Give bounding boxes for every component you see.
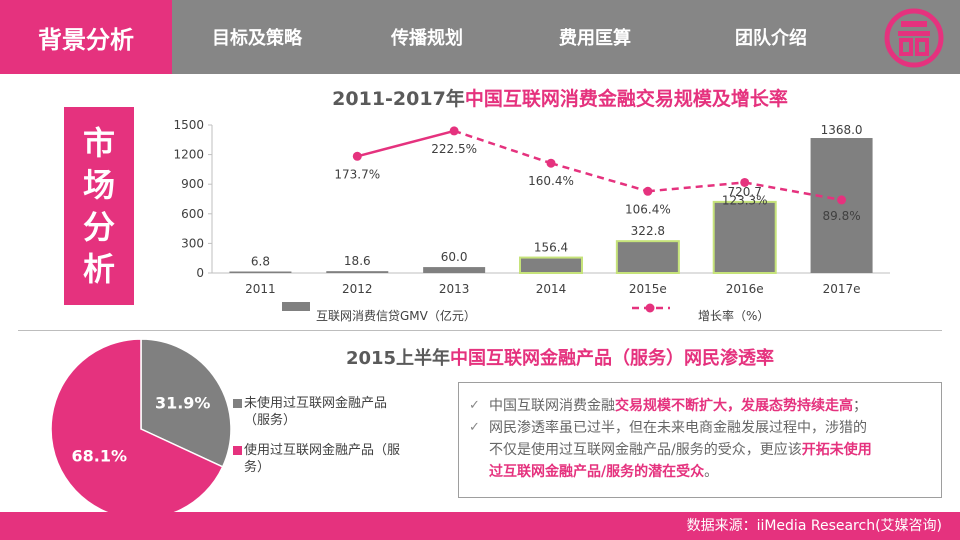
insight-line-1: ✓ 中国互联网消费金融交易规模不断扩大，发展态势持续走高； <box>469 395 931 417</box>
x-tick-label: 2011 <box>245 282 276 296</box>
growth-line-segment <box>453 129 552 165</box>
data-source: 数据来源：iiMedia Research(艾媒咨询) <box>686 518 942 534</box>
bar <box>615 240 680 275</box>
gmv-growth-chart: 0 300 600 900 1200 1500 6.8 2011 18.6 2012 60.0 201… <box>173 118 890 323</box>
insight-text: 中国互联网消费金融 <box>489 398 615 414</box>
legend-bar-swatch <box>282 302 310 311</box>
check-icon: ✓ <box>469 420 480 435</box>
growth-value-label: 160.4% <box>528 174 574 188</box>
pie-slice-label: 68.1% <box>72 447 128 466</box>
bar <box>519 256 583 274</box>
brand-logo-icon <box>884 8 944 68</box>
growth-value-label: 106.4% <box>625 202 671 216</box>
side-label-char: 场 <box>82 166 115 204</box>
bar <box>326 271 389 273</box>
x-tick-label: 2015e <box>629 282 667 296</box>
growth-value-label: 222.5% <box>431 142 477 156</box>
insight-line-2: ✓ 网民渗透率虽已过半，但在未来电商金融发展过程中，涉猎的 不仅是使用过互联网金… <box>469 417 931 483</box>
footer-bar: 数据来源：iiMedia Research(艾媒咨询) <box>0 512 960 540</box>
legend-bar-label: 互联网消费信贷GMV（亿元） <box>316 308 476 323</box>
legend-text: （服务） <box>244 413 297 428</box>
legend-text: 未使用过互联网金融产品 <box>244 396 388 411</box>
tab-goals-strategy[interactable]: 目标及策略 <box>212 28 302 49</box>
legend-item-unused: 未使用过互联网金融产品 （服务） <box>244 395 387 429</box>
x-tick-label: 2014 <box>536 282 567 296</box>
legend-line-marker <box>645 303 655 313</box>
bar-chart-title-prefix: 2011-2017年 <box>332 88 465 110</box>
insight-box: ✓ 中国互联网消费金融交易规模不断扩大，发展态势持续走高； ✓ 网民渗透率虽已过… <box>458 382 942 498</box>
bar-value-label: 156.4 <box>534 241 568 255</box>
y-tick-label: 0 <box>196 266 204 280</box>
growth-line-segment <box>356 129 455 158</box>
x-tick-label: 2012 <box>342 282 373 296</box>
bar-value-label: 322.8 <box>631 224 665 238</box>
growth-point <box>449 126 459 136</box>
bar <box>423 267 486 273</box>
growth-point <box>352 151 362 161</box>
pie-chart-title: 2015上半年中国互联网金融产品（服务）网民渗透率 <box>220 344 900 370</box>
bar-chart-title-highlight: 中国互联网消费金融交易规模及增长率 <box>464 88 788 110</box>
y-tick-label: 1200 <box>173 148 204 162</box>
growth-value-label: 173.7% <box>334 167 380 181</box>
growth-line-segment <box>550 161 649 193</box>
legend-text: 使用过互联网金融产品（服 <box>244 443 401 458</box>
side-label-char: 分 <box>82 208 115 246</box>
penetration-pie-chart: 31.9% 68.1% <box>50 338 232 520</box>
growth-value-label: 123.3% <box>722 193 768 207</box>
check-icon: ✓ <box>469 398 480 413</box>
side-label-char: 析 <box>82 250 115 288</box>
x-tick-label: 2017e <box>823 282 861 296</box>
tab-background-analysis[interactable]: 背景分析 <box>0 0 172 74</box>
section-divider <box>18 330 942 331</box>
insight-text: 。 <box>704 464 719 480</box>
bar-value-label: 18.6 <box>344 254 371 268</box>
legend-swatch-unused <box>233 399 242 408</box>
insight-text: 网民渗透率虽已过半，但在未来电商金融发展过程中，涉猎的 <box>489 420 867 436</box>
market-analysis-label: 市 场 分 析 <box>64 107 134 305</box>
side-label-char: 市 <box>82 124 115 162</box>
insight-text: ； <box>853 398 867 414</box>
growth-point <box>740 177 750 187</box>
tab-communication-plan[interactable]: 传播规划 <box>391 28 463 49</box>
pie-slice <box>140 338 232 468</box>
y-tick-label: 300 <box>181 236 204 250</box>
bar-value-label: 60.0 <box>441 250 468 264</box>
growth-value-label: 89.8% <box>823 209 861 223</box>
pie-slice <box>50 338 224 520</box>
pie-chart-title-prefix: 2015上半年 <box>345 348 451 369</box>
tab-team-intro[interactable]: 团队介绍 <box>735 28 807 49</box>
growth-line-segment <box>647 181 745 193</box>
y-tick-label: 1500 <box>173 118 204 132</box>
growth-point <box>837 195 847 205</box>
growth-line-segment <box>744 181 842 202</box>
bar-value-label: 1368.0 <box>821 123 863 137</box>
legend-line-label: 增长率（%） <box>698 308 769 323</box>
bar-value-label: 6.8 <box>251 255 270 269</box>
bar <box>712 200 777 274</box>
pie-slice-label: 31.9% <box>155 393 211 412</box>
pie-chart-title-highlight: 中国互联网金融产品（服务）网民渗透率 <box>450 348 775 369</box>
bar-chart-title: 2011-2017年中国互联网消费金融交易规模及增长率 <box>220 84 900 111</box>
growth-point <box>643 186 653 196</box>
bar-value-label: 720.7 <box>728 185 762 199</box>
insight-emphasis: 交易规模不断扩大，发展态势持续走高 <box>615 398 853 414</box>
x-tick-label: 2013 <box>439 282 470 296</box>
insight-emphasis: 开拓未使用 <box>801 442 872 458</box>
y-tick-label: 600 <box>181 207 204 221</box>
tab-cost-estimate[interactable]: 费用匡算 <box>559 28 631 49</box>
bar <box>229 271 292 273</box>
x-tick-label: 2016e <box>726 282 764 296</box>
legend-swatch-used <box>233 446 242 455</box>
growth-point <box>546 158 556 168</box>
y-tick-label: 900 <box>181 177 204 191</box>
legend-item-used: 使用过互联网金融产品（服 务） <box>244 442 400 476</box>
insight-text: 不仅是使用过互联网金融产品/服务的受众，更应该 <box>489 442 802 458</box>
bar <box>810 138 873 273</box>
legend-text: 务） <box>244 460 271 475</box>
insight-emphasis: 过互联网金融产品/服务的潜在受众 <box>489 464 705 480</box>
